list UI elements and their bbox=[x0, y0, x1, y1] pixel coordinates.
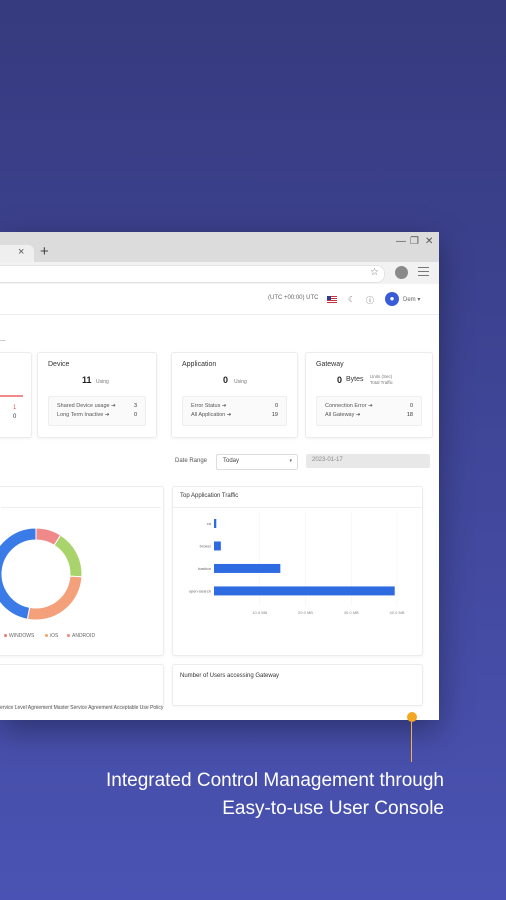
bar-bastion[interactable] bbox=[214, 563, 281, 573]
callout-dot bbox=[407, 712, 417, 722]
minimize-icon[interactable]: — bbox=[396, 236, 406, 247]
device-value-unit: Using bbox=[96, 379, 109, 385]
gateway-card[interactable]: Gateway 0 Bytes Units (Sec) Total Traffi… bbox=[305, 352, 433, 438]
device-card-title: Device bbox=[48, 361, 70, 368]
progress-bar bbox=[0, 395, 23, 397]
browser-menu-icon[interactable] bbox=[418, 267, 429, 279]
device-donut-chart bbox=[0, 527, 83, 621]
user-avatar[interactable]: ● bbox=[385, 292, 399, 306]
device-row-inactive[interactable]: Long Term Inactive ➔ 0 bbox=[57, 412, 137, 418]
legend-android[interactable]: ANDROID bbox=[67, 633, 95, 639]
application-value: 0 bbox=[223, 375, 229, 385]
top-app-traffic-card: Top Application Traffic bbox=[172, 486, 423, 656]
restore-icon[interactable]: ❐ bbox=[410, 236, 419, 247]
card-divider bbox=[173, 507, 422, 508]
application-card[interactable]: Application 0 Using Error Status ➔ 0 All … bbox=[171, 352, 298, 438]
legend-windows[interactable]: WINDOWS bbox=[4, 633, 34, 639]
donut-slice-green[interactable] bbox=[53, 534, 83, 578]
app-header: (UTC +00:00) UTC ☾ ⓘ ● Dem ▾ bbox=[0, 284, 439, 315]
date-range-label: Date Range bbox=[175, 458, 208, 464]
browser-profile-icon[interactable] bbox=[395, 266, 408, 279]
donut-slice-blue[interactable] bbox=[0, 527, 37, 620]
donut-slice-orange[interactable] bbox=[26, 575, 83, 621]
top-app-traffic-chart: 10.0 MB 20.0 MB 30.0 MB 40.0 MB ca broker bast… bbox=[189, 512, 405, 615]
bar-ca[interactable] bbox=[214, 519, 217, 528]
bar-broker[interactable] bbox=[214, 541, 221, 551]
application-card-title: Application bbox=[182, 361, 217, 368]
caption-line-1: Integrated Control Management through bbox=[106, 770, 444, 791]
users-gateway-title: Number of Users accessing Gateway bbox=[180, 673, 280, 679]
x-tick-label: 10.0 MB bbox=[252, 610, 267, 615]
category-label: bastion bbox=[198, 566, 211, 571]
device-row-shared[interactable]: Shared Device usage ➔ 3 bbox=[57, 403, 137, 409]
address-bar: ☆ bbox=[0, 262, 439, 284]
device-value: 11 bbox=[82, 375, 92, 385]
legend-ios[interactable]: iOS bbox=[45, 633, 58, 639]
x-tick-label: 20.0 MB bbox=[298, 610, 313, 615]
application-row-error[interactable]: Error Status ➔ 0 bbox=[191, 403, 278, 409]
gateway-units-note: Units (Sec) bbox=[370, 374, 393, 379]
device-stats: Shared Device usage ➔ 3 Long Term Inactiv… bbox=[48, 396, 146, 426]
close-icon[interactable]: ✕ bbox=[425, 236, 434, 247]
users-gateway-card: Number of Users accessing Gateway bbox=[172, 664, 423, 706]
category-label: ca bbox=[207, 521, 212, 526]
gateway-value: 0 bbox=[337, 375, 343, 385]
gateway-card-title: Gateway bbox=[316, 361, 344, 368]
partial-row1-value: 1 bbox=[13, 405, 17, 411]
gateway-row-all[interactable]: All Gateway ➔ 18 bbox=[325, 412, 413, 418]
gateway-value-unit: Bytes bbox=[346, 376, 364, 383]
url-field[interactable] bbox=[0, 265, 385, 283]
page-title: ... bbox=[0, 336, 6, 343]
application-row-all[interactable]: All Application ➔ 19 bbox=[191, 412, 278, 418]
device-card[interactable]: Device 11 Using Shared Device usage ➔ 3 L… bbox=[37, 352, 157, 438]
date-input[interactable]: 2023-01-17 bbox=[306, 454, 430, 468]
gateway-row-error[interactable]: Connection Error ➔ 0 bbox=[325, 403, 413, 409]
partial-row2-value: 0 bbox=[13, 414, 17, 420]
gateway-stats: Connection Error ➔ 0 All Gateway ➔ 18 bbox=[316, 396, 422, 426]
card-divider bbox=[1, 507, 161, 508]
chevron-down-icon: ▾ bbox=[289, 458, 292, 464]
date-range-select[interactable]: Today ▾ bbox=[216, 454, 298, 470]
gateway-total-note: Total Traffic bbox=[370, 380, 393, 385]
bookmark-icon[interactable]: ☆ bbox=[370, 267, 379, 278]
help-icon[interactable]: ⓘ bbox=[366, 296, 374, 305]
bar-open-search[interactable] bbox=[214, 586, 395, 596]
tab-close-icon[interactable]: × bbox=[18, 246, 25, 258]
category-label: broker bbox=[200, 543, 212, 548]
caption-line-2: Easy-to-use User Console bbox=[222, 798, 444, 819]
new-tab-button[interactable]: + bbox=[40, 243, 49, 260]
browser-titlebar: × + — ❐ ✕ bbox=[0, 232, 439, 262]
category-label: open-search bbox=[189, 588, 211, 593]
us-flag-icon[interactable] bbox=[327, 296, 337, 303]
x-tick-label: 30.0 MB bbox=[344, 610, 359, 615]
application-value-unit: Using bbox=[234, 379, 247, 385]
footer-links[interactable]: ervice Level Agreement Master Service Ag… bbox=[0, 705, 164, 711]
browser-tab[interactable] bbox=[0, 245, 34, 262]
top-app-traffic-title: Top Application Traffic bbox=[180, 493, 239, 499]
moon-icon[interactable]: ☾ bbox=[348, 295, 356, 304]
summary-card-partial[interactable]: 1 0 bbox=[0, 352, 32, 438]
x-tick-label: 40.0 MB bbox=[390, 610, 405, 615]
bottom-left-card bbox=[0, 664, 164, 706]
callout-line bbox=[411, 722, 412, 762]
user-name[interactable]: Dem ▾ bbox=[403, 297, 421, 303]
application-stats: Error Status ➔ 0 All Application ➔ 19 bbox=[182, 396, 287, 426]
timezone-label[interactable]: (UTC +00:00) UTC bbox=[268, 295, 319, 301]
browser-window: × + — ❐ ✕ ☆ (UTC +00:00) UTC ☾ ⓘ ● Dem ▾… bbox=[0, 232, 439, 720]
